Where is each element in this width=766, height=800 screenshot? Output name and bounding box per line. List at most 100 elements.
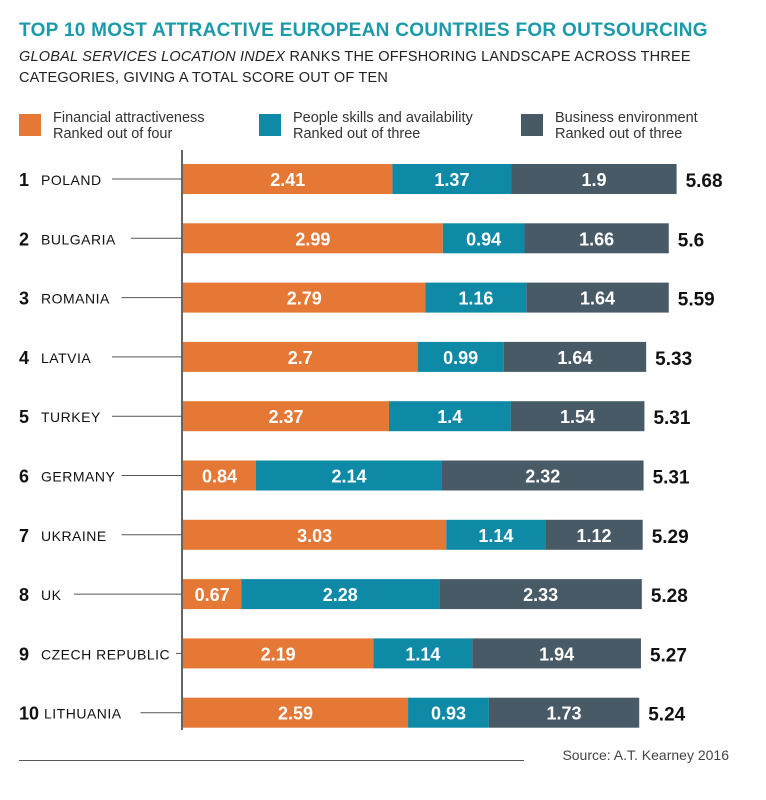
bar-segment: [183, 579, 242, 610]
bar-segment: [183, 341, 418, 372]
legend-text-people: People skills and availability Ranked ou…: [293, 110, 473, 142]
bar-segment: [446, 519, 546, 550]
source-note: Source: A.T. Kearney 2016: [562, 747, 729, 763]
bar-segment: [408, 697, 489, 728]
bar-value-label: 1.14: [478, 526, 513, 546]
bar-value-label: 1.4: [437, 407, 462, 427]
country-label: UK: [41, 587, 62, 603]
legend-label: Financial attractiveness: [53, 110, 205, 126]
rank-label: 6: [19, 467, 29, 487]
bar-segment: [425, 282, 527, 313]
bar-segment: [526, 282, 669, 313]
total-label: 5.27: [650, 645, 687, 666]
subtitle-italic: GLOBAL SERVICES LOCATION INDEX: [19, 49, 286, 65]
bar-segment: [472, 638, 641, 669]
rank-label: 7: [19, 526, 29, 546]
bar-value-label: 0.93: [431, 704, 466, 724]
total-label: 5.31: [653, 468, 690, 489]
subtitle-rest: RANKS THE OFFSHORING LANDSCAPE ACROSS TH…: [19, 49, 691, 86]
country-label: GERMANY: [41, 469, 115, 485]
bar-value-label: 2.19: [261, 644, 296, 664]
rank-label: 8: [19, 585, 29, 605]
country-label: BULGARIA: [41, 231, 116, 247]
chart-subtitle: GLOBAL SERVICES LOCATION INDEX RANKS THE…: [19, 47, 739, 89]
bar-value-label: 0.94: [466, 229, 501, 249]
rank-label: 3: [19, 289, 29, 309]
bar-value-label: 2.99: [295, 229, 330, 249]
bar-value-label: 1.64: [557, 348, 592, 368]
bar-value-label: 2.33: [523, 585, 558, 605]
bar-value-label: 2.28: [323, 585, 358, 605]
bar-segment: [392, 164, 512, 194]
bottom-rule: [19, 760, 524, 761]
bar-value-label: 1.16: [458, 289, 493, 309]
total-label: 5.31: [653, 408, 690, 429]
total-label: 5.6: [678, 230, 704, 251]
bar-value-label: 1.37: [434, 170, 469, 190]
bar-segment: [255, 460, 442, 491]
bar-value-label: 1.14: [405, 644, 440, 664]
legend-swatch-people: [259, 114, 281, 136]
bar-value-label: 1.54: [560, 407, 595, 427]
legend-text-financial: Financial attractiveness Ranked out of f…: [53, 110, 205, 142]
bar-value-label: 2.79: [287, 289, 322, 309]
bar-segment: [545, 519, 643, 550]
rank-label: 1: [19, 170, 29, 190]
rank-label: 2: [19, 229, 29, 249]
bar-segment: [442, 223, 525, 254]
legend-text-business: Business environment Ranked out of three: [555, 110, 698, 142]
bar-value-label: 0.99: [443, 348, 478, 368]
bar-value-label: 0.67: [195, 585, 230, 605]
country-label: TURKEY: [41, 409, 101, 425]
legend-swatch-financial: [19, 114, 41, 136]
legend-item-business: Business environment Ranked out of three: [521, 110, 698, 142]
bar-segment: [524, 223, 669, 254]
bar-segment: [511, 164, 677, 194]
bar-value-label: 2.7: [288, 348, 313, 368]
country-label: ROMANIA: [41, 291, 110, 307]
country-label: CZECH REPUBLIC: [41, 646, 170, 662]
country-label: LATVIA: [41, 350, 91, 366]
bar-segment: [441, 460, 644, 491]
bar-value-label: 1.66: [579, 229, 614, 249]
legend-item-people: People skills and availability Ranked ou…: [259, 110, 473, 142]
bar-segment: [388, 401, 511, 432]
bar-segment: [373, 638, 473, 669]
total-label: 5.59: [678, 290, 715, 311]
bar-segment: [510, 401, 645, 432]
rank-label: 10: [19, 704, 39, 724]
bar-value-label: 1.64: [580, 289, 615, 309]
bar-segment: [183, 460, 256, 491]
country-label: POLAND: [41, 172, 102, 188]
bar-segment: [488, 697, 640, 728]
bar-segment: [183, 697, 409, 728]
total-label: 5.68: [686, 171, 723, 192]
legend-label: Business environment: [555, 110, 698, 126]
bar-segment: [183, 164, 393, 194]
bar-value-label: 1.73: [547, 704, 582, 724]
bar-segment: [439, 579, 642, 610]
rank-label: 9: [19, 644, 29, 664]
legend-sublabel: Ranked out of four: [53, 126, 173, 142]
bar-value-label: 2.14: [331, 467, 366, 487]
bar-value-label: 2.32: [525, 467, 560, 487]
bar-value-label: 2.59: [278, 704, 313, 724]
bar-segment: [183, 519, 447, 550]
bar-segment: [241, 579, 440, 610]
chart-title: TOP 10 MOST ATTRACTIVE EUROPEAN COUNTRIE…: [19, 20, 708, 41]
country-label: LITHUANIA: [44, 706, 122, 722]
total-label: 5.24: [648, 705, 685, 726]
bar-value-label: 2.41: [270, 170, 305, 190]
bar-value-label: 2.37: [268, 407, 303, 427]
bar-segment: [183, 282, 426, 313]
bar-value-label: 1.94: [539, 644, 574, 664]
legend-swatch-business: [521, 114, 543, 136]
legend-sublabel: Ranked out of three: [293, 126, 421, 142]
legend: Financial attractiveness Ranked out of f…: [19, 110, 749, 144]
bar-value-label: 0.84: [202, 467, 237, 487]
legend-item-financial: Financial attractiveness Ranked out of f…: [19, 110, 205, 142]
bar-value-label: 1.12: [577, 526, 612, 546]
bar-segment: [183, 223, 443, 254]
bar-segment: [503, 341, 647, 372]
country-label: UKRAINE: [41, 528, 107, 544]
